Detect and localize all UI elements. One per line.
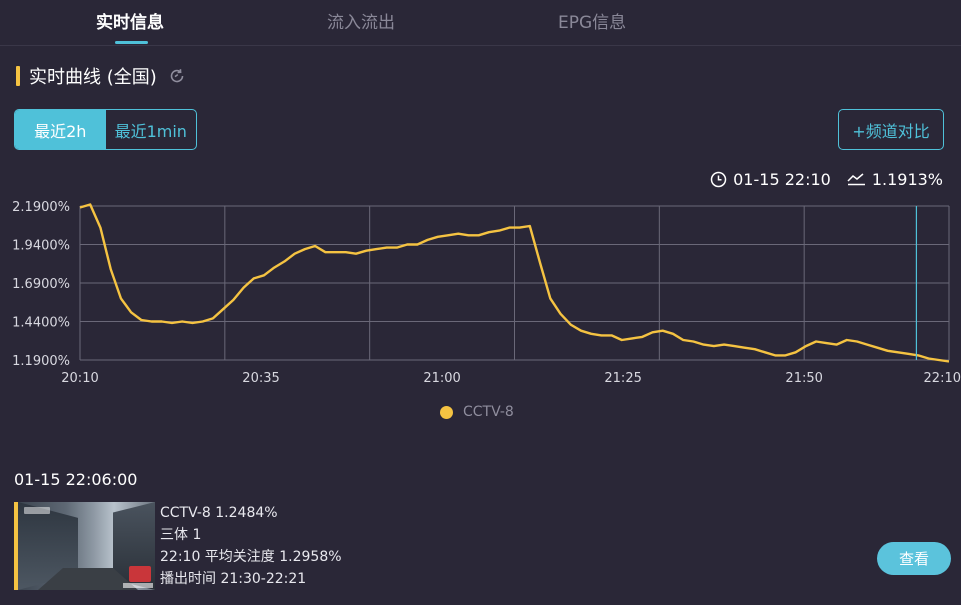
range-2h-button[interactable]: 最近2h xyxy=(15,110,106,149)
realtime-line-chart[interactable]: 2.1900% 1.9400% 1.6900% 1.4400% 1.1900% 20:1… xyxy=(0,190,961,390)
tab-bar: 实时信息 流入流出 EPG信息 xyxy=(0,0,961,46)
section-accent-bar xyxy=(16,66,20,86)
refresh-icon[interactable] xyxy=(167,66,187,86)
cursor-readout: 01-15 22:10 1.1913% xyxy=(710,168,943,190)
tab-underline xyxy=(115,41,148,44)
detail-timestamp: 01-15 22:06:00 xyxy=(14,470,138,489)
tab-epg[interactable]: EPG信息 xyxy=(558,13,627,33)
program-info: CCTV-8 1.2484% 三体 1 22:10 平均关注度 1.2958% … xyxy=(160,502,342,590)
y-tick-label: 1.6900% xyxy=(12,277,70,292)
section-header: 实时曲线 (全国) xyxy=(16,64,187,88)
tab-realtime[interactable]: 实时信息 xyxy=(96,13,164,33)
x-tick-label: 22:10 xyxy=(924,371,961,386)
y-tick-label: 2.1900% xyxy=(12,200,70,215)
x-tick-label: 20:10 xyxy=(61,371,98,386)
view-button[interactable]: 查看 xyxy=(877,542,951,575)
program-thumbnail xyxy=(18,502,155,590)
x-tick-label: 21:00 xyxy=(423,371,460,386)
legend-dot xyxy=(440,405,453,419)
section-title: 实时曲线 (全国) xyxy=(29,67,157,88)
chart-legend[interactable]: CCTV-8 xyxy=(440,402,514,422)
y-tick-label: 1.9400% xyxy=(12,239,70,254)
card-accent-bar xyxy=(14,502,18,590)
tab-flow[interactable]: 流入流出 xyxy=(327,13,395,33)
readout-value: 1.1913% xyxy=(871,169,943,189)
x-tick-label: 21:25 xyxy=(604,371,641,386)
x-tick-label: 21:50 xyxy=(785,371,822,386)
series-line-cctv8 xyxy=(79,203,950,363)
program-airtime: 播出时间 21:30-22:21 xyxy=(160,571,307,587)
program-average: 22:10 平均关注度 1.2958% xyxy=(160,549,342,565)
program-card: CCTV-8 1.2484% 三体 1 22:10 平均关注度 1.2958% … xyxy=(14,502,954,590)
readout-time: 01-15 22:10 xyxy=(733,169,831,189)
trend-icon xyxy=(847,172,866,186)
y-tick-label: 1.4400% xyxy=(12,316,70,331)
program-channel: CCTV-8 1.2484% xyxy=(160,505,278,521)
x-tick-label: 20:35 xyxy=(242,371,279,386)
legend-label: CCTV-8 xyxy=(463,404,514,420)
channel-compare-button[interactable]: +频道对比 xyxy=(838,109,944,150)
program-title: 三体 1 xyxy=(160,527,202,543)
y-tick-label: 1.1900% xyxy=(12,354,70,369)
range-1min-button[interactable]: 最近1min xyxy=(114,121,187,141)
clock-icon xyxy=(710,171,727,188)
range-toggle: 最近2h 最近1min xyxy=(14,109,197,150)
